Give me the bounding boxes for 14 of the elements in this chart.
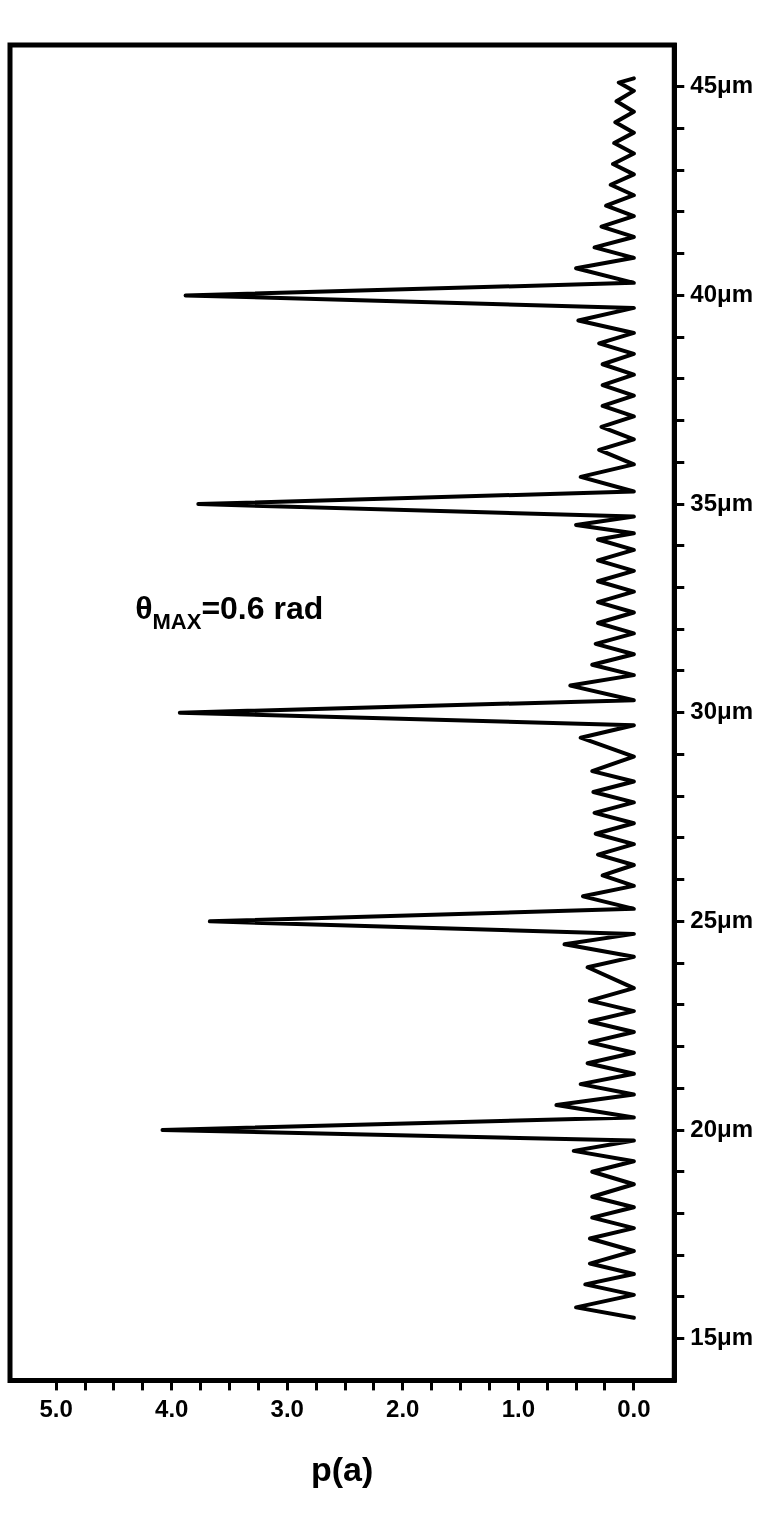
- y-tick-label: 35μm: [690, 488, 753, 516]
- y-tick-label: 45μm: [690, 71, 753, 99]
- y-tick-label: 20μm: [690, 1114, 753, 1142]
- x-tick-label: 5.0: [39, 1395, 73, 1423]
- x-tick-label: 2.0: [386, 1395, 420, 1423]
- x-axis-title: p(a): [310, 1449, 374, 1488]
- x-tick-label: 4.0: [155, 1395, 189, 1423]
- x-tick-label: 0.0: [617, 1395, 651, 1423]
- y-tick-label: 40μm: [690, 280, 753, 308]
- y-tick-label: 30μm: [690, 697, 753, 725]
- x-tick-label: 1.0: [501, 1395, 536, 1423]
- x-tick-label: 3.0: [270, 1395, 304, 1423]
- y-tick-label: 25μm: [690, 905, 753, 933]
- y-tick-label: 15μm: [690, 1323, 753, 1351]
